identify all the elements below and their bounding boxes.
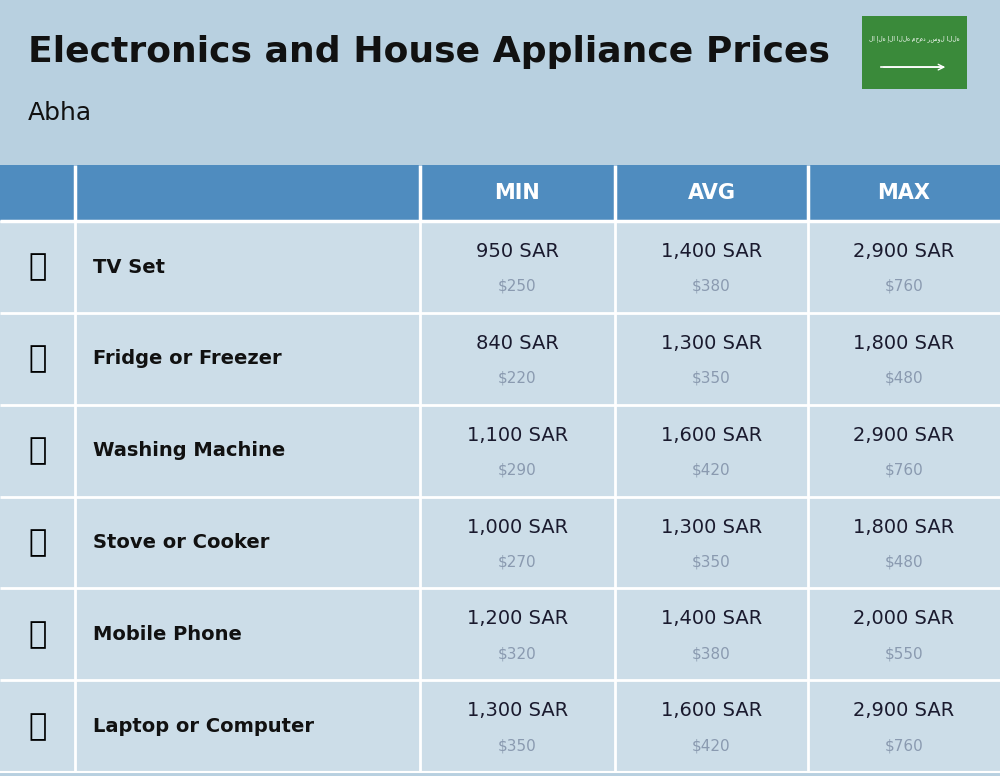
Text: 1,300 SAR: 1,300 SAR bbox=[661, 334, 762, 353]
Text: Stove or Cooker: Stove or Cooker bbox=[93, 533, 269, 552]
Text: 950 SAR: 950 SAR bbox=[476, 242, 559, 261]
Text: $760: $760 bbox=[885, 462, 923, 477]
Text: MAX: MAX bbox=[878, 183, 930, 203]
Text: $760: $760 bbox=[885, 279, 923, 294]
Text: 1,300 SAR: 1,300 SAR bbox=[661, 518, 762, 536]
Text: $420: $420 bbox=[692, 462, 731, 477]
Text: 1,400 SAR: 1,400 SAR bbox=[661, 609, 762, 629]
Text: 2,900 SAR: 2,900 SAR bbox=[853, 426, 955, 445]
Text: 2,000 SAR: 2,000 SAR bbox=[853, 609, 955, 629]
Text: 840 SAR: 840 SAR bbox=[476, 334, 559, 353]
Text: Mobile Phone: Mobile Phone bbox=[93, 625, 242, 644]
Text: $220: $220 bbox=[498, 371, 537, 386]
Text: $250: $250 bbox=[498, 279, 537, 294]
Text: لا إله إلا الله محمد رسول الله: لا إله إلا الله محمد رسول الله bbox=[869, 36, 960, 43]
Text: AVG: AVG bbox=[688, 183, 736, 203]
Text: 1,400 SAR: 1,400 SAR bbox=[661, 242, 762, 261]
Text: $760: $760 bbox=[885, 738, 923, 753]
Bar bbox=[0, 221, 1000, 313]
Text: Fridge or Freezer: Fridge or Freezer bbox=[93, 349, 282, 369]
Text: 2,900 SAR: 2,900 SAR bbox=[853, 702, 955, 720]
Bar bbox=[615, 165, 808, 221]
Bar bbox=[0, 497, 1000, 588]
Text: $350: $350 bbox=[692, 371, 731, 386]
Text: $380: $380 bbox=[692, 646, 731, 661]
Text: $480: $480 bbox=[885, 555, 923, 570]
Text: Laptop or Computer: Laptop or Computer bbox=[93, 717, 314, 736]
Text: 2,900 SAR: 2,900 SAR bbox=[853, 242, 955, 261]
Text: 1,800 SAR: 1,800 SAR bbox=[853, 518, 955, 536]
Text: $420: $420 bbox=[692, 738, 731, 753]
Text: 📱: 📱 bbox=[28, 620, 47, 649]
Bar bbox=[0, 681, 1000, 772]
Text: 1,600 SAR: 1,600 SAR bbox=[661, 702, 762, 720]
Text: $350: $350 bbox=[692, 555, 731, 570]
Text: 1,600 SAR: 1,600 SAR bbox=[661, 426, 762, 445]
Text: 1,200 SAR: 1,200 SAR bbox=[467, 609, 568, 629]
Bar bbox=[0, 165, 75, 221]
Text: $550: $550 bbox=[885, 646, 923, 661]
Text: 1,800 SAR: 1,800 SAR bbox=[853, 334, 955, 353]
Text: $290: $290 bbox=[498, 462, 537, 477]
FancyBboxPatch shape bbox=[862, 16, 967, 89]
Text: $270: $270 bbox=[498, 555, 537, 570]
Text: 📺: 📺 bbox=[28, 252, 47, 282]
Text: $350: $350 bbox=[498, 738, 537, 753]
Bar bbox=[420, 165, 615, 221]
Text: 🆒: 🆒 bbox=[28, 345, 47, 373]
Text: Abha: Abha bbox=[28, 101, 92, 125]
Text: $380: $380 bbox=[692, 279, 731, 294]
Text: Washing Machine: Washing Machine bbox=[93, 442, 285, 460]
Bar bbox=[75, 165, 420, 221]
Text: MIN: MIN bbox=[495, 183, 540, 203]
Text: 1,000 SAR: 1,000 SAR bbox=[467, 518, 568, 536]
Text: 1,100 SAR: 1,100 SAR bbox=[467, 426, 568, 445]
Bar bbox=[0, 313, 1000, 405]
Text: 🧹: 🧹 bbox=[28, 436, 47, 466]
Text: $320: $320 bbox=[498, 646, 537, 661]
Bar bbox=[0, 405, 1000, 497]
Text: 1,300 SAR: 1,300 SAR bbox=[467, 702, 568, 720]
Bar bbox=[808, 165, 1000, 221]
Text: 💻: 💻 bbox=[28, 712, 47, 741]
Text: 🪣: 🪣 bbox=[28, 528, 47, 557]
Text: TV Set: TV Set bbox=[93, 258, 165, 276]
Text: Electronics and House Appliance Prices: Electronics and House Appliance Prices bbox=[28, 35, 830, 69]
Bar bbox=[0, 588, 1000, 681]
Text: $480: $480 bbox=[885, 371, 923, 386]
